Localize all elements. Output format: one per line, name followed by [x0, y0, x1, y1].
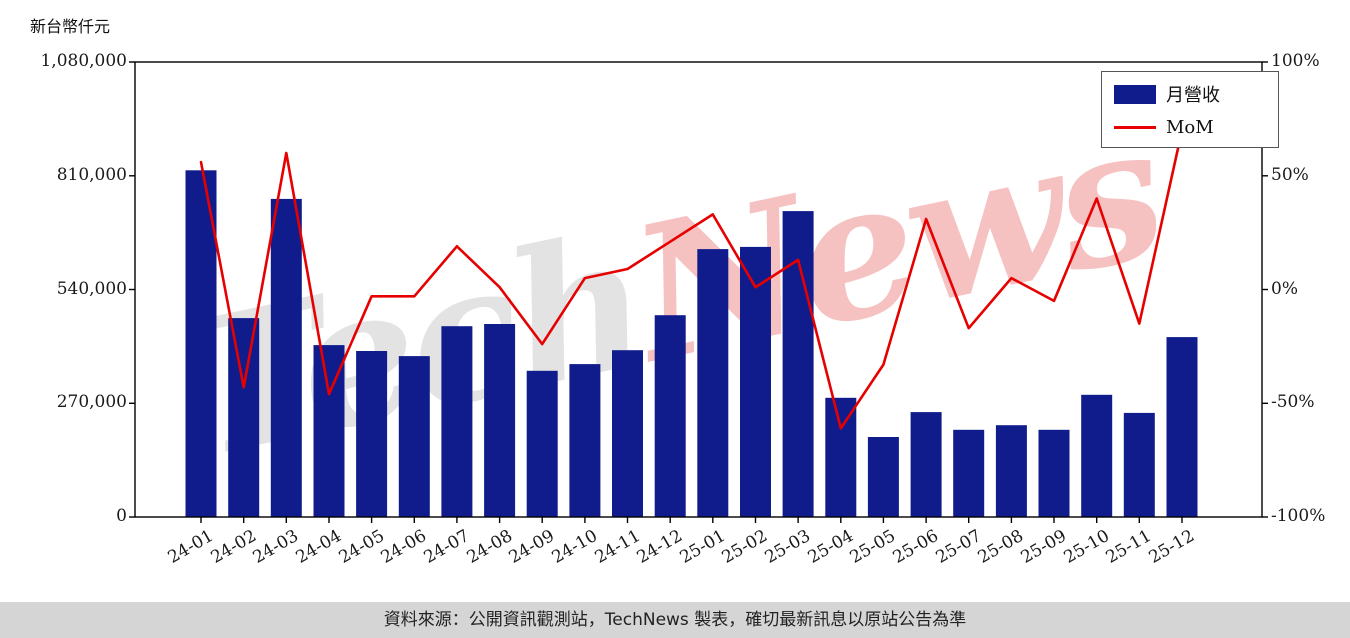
- revenue-bar: [825, 397, 857, 517]
- legend-line-label: MoM: [1166, 117, 1214, 138]
- revenue-bar: [782, 211, 814, 517]
- mom-line: [199, 129, 1184, 430]
- revenue-bar: [697, 249, 729, 517]
- revenue-bar: [526, 370, 558, 517]
- legend-bar-swatch: [1114, 84, 1156, 104]
- revenue-bar: [441, 326, 473, 517]
- revenue-bar: [484, 324, 516, 517]
- legend-bar-label: 月營收: [1166, 85, 1220, 106]
- revenue-bar: [185, 170, 217, 518]
- revenue-bar: [228, 318, 260, 517]
- chart-stage: 新台幣仟元 TechNews 0 270,000 540,000 810,000 1,0…: [30, 17, 1325, 568]
- revenue-bar: [270, 198, 302, 517]
- revenue-bar: [398, 356, 430, 517]
- revenue-bar: [356, 351, 388, 517]
- y-axis-unit-label: 新台幣仟元: [30, 17, 111, 36]
- legend-line-swatch: [1114, 126, 1156, 129]
- source-footer: 資料來源：公開資訊觀測站，TechNews 製表，確切最新訊息以原站公告為準: [0, 602, 1350, 638]
- legend: 月營收 MoM: [1101, 71, 1279, 148]
- chart-plot: [129, 61, 1268, 523]
- revenue-bar: [1166, 337, 1198, 517]
- revenue-bar: [740, 246, 771, 517]
- revenue-bar: [612, 350, 643, 517]
- legend-item-revenue: 月營收: [1114, 81, 1266, 107]
- revenue-bar: [995, 425, 1027, 517]
- revenue-bar: [953, 429, 985, 517]
- revenue-bar: [313, 345, 345, 517]
- revenue-bar: [867, 437, 899, 517]
- revenue-bar: [1038, 429, 1070, 517]
- revenue-bar: [1081, 394, 1113, 517]
- revenue-bar: [654, 315, 686, 517]
- revenue-bar: [1123, 412, 1155, 517]
- revenue-bar: [569, 364, 601, 517]
- revenue-bar: [910, 412, 942, 517]
- legend-item-mom: MoM: [1114, 117, 1266, 138]
